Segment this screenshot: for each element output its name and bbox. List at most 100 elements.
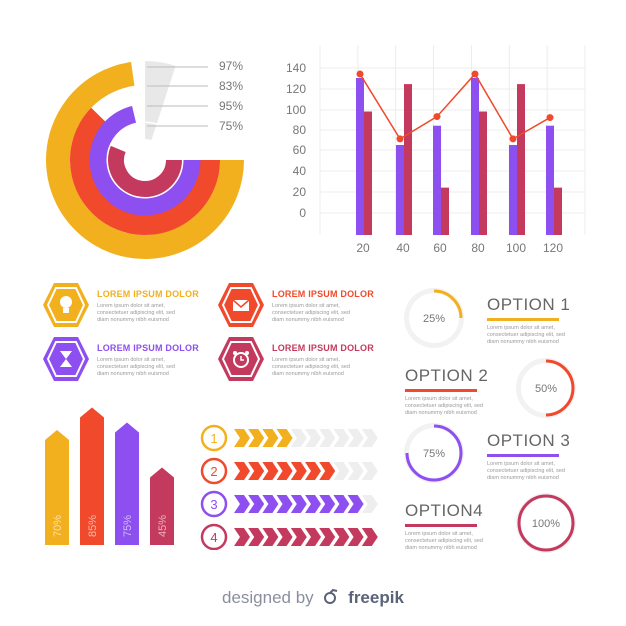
x-tick-label: 60 [433,241,447,255]
y-tick-label: 20 [293,185,307,199]
x-tick-label: 40 [396,241,410,255]
step-1-chevron-4 [276,429,293,447]
arrow-bar-label: 45% [157,515,169,537]
option-4-ring-inner [521,498,571,548]
hex-item-body: Lorem ipsum dolor sit amet, consectetuer … [272,357,350,378]
option-3-block: OPTION 3 Lorem ipsum dolor sit amet, con… [487,431,570,482]
hourglass-icon [60,351,72,367]
step-1-chevron-10 [361,429,378,447]
radial-arc-4 [108,145,182,197]
step-1-chevron-8 [333,429,350,447]
hex-badge [218,283,264,327]
step-4-chevron-2 [248,528,265,546]
radial-label-4: 75% [219,119,244,133]
y-tick-label: 60 [293,143,307,157]
hex-badge [43,337,89,381]
line-point-40 [396,135,404,143]
bar-line-chart: 140 120 100 80 60 40 20 0 20 40 60 80 100 120 [286,45,586,255]
hex-item-line-2: consectetuer adipiscing elit, sed [97,364,175,370]
option-1-line-1: Lorem ipsum dolor sit amet, [487,325,555,331]
alarm-clock-icon [233,351,249,368]
step-1-chevron-5 [290,429,307,447]
option-1-title: OPTION 1 [487,295,571,314]
radial-track-2 [144,85,169,108]
step-3-chevron-3 [262,495,279,513]
hex-badge [218,337,264,381]
radial-chart [46,61,244,259]
bar-series1-100 [509,144,517,235]
line-point-80 [471,70,479,78]
step-1-chevron-9 [347,429,364,447]
step-3-chevron-6 [305,495,321,513]
option-1-ring-inner [409,293,459,343]
option-1-underline [487,318,559,321]
y-tick-label: 40 [293,164,307,178]
line-point-100 [509,135,517,143]
option-2-line-3: diam nonummy nibh euismod [405,410,477,416]
arrow-bar-4 [150,467,174,545]
step-1-chevron-2 [248,429,265,447]
y-tick-label: 120 [286,82,306,96]
radial-track-4 [144,123,157,141]
x-tick-label: 120 [543,241,563,255]
radial-label-1: 97% [219,59,244,73]
bar-series2-40 [404,84,412,235]
step-2-chevron-2 [248,462,265,480]
hex-badge [43,283,89,327]
option-2-ring-inner [521,363,571,413]
hex-item-line-1: Lorem ipsum dolor sit amet, [97,357,165,363]
arrow-bar-label: 85% [87,515,99,537]
option-1-ring-arc [433,289,463,319]
arrow-bar-label: 75% [122,515,134,537]
freepik-logo-icon [324,588,338,604]
option-1-line-3: diam nonummy nibh euismod [487,339,559,345]
line-point-20 [356,70,364,78]
step-3-chevron-5 [290,495,307,513]
y-tick-label: 140 [286,61,306,75]
chart-line [356,70,554,143]
arrow-bar-3 [115,422,139,545]
hex-item-line-3: diam nonummy nibh euismod [272,317,344,323]
hex-item-body: Lorem ipsum dolor sit amet, consectetuer … [97,303,175,324]
option-3-line-3: diam nonummy nibh euismod [487,475,559,481]
step-1-circle [200,424,228,452]
option-4-underline [405,524,477,527]
option-3-ring-inner [409,428,459,478]
radial-track-1 [144,61,176,89]
hex-item-line-2: consectetuer adipiscing elit, sed [272,310,350,316]
arrow-bar-chart: 70% 85% 75% 45% [45,407,174,545]
step-4-chevron-6 [305,528,321,546]
line-point-120 [546,114,554,122]
step-4-chevron-7 [319,528,336,546]
hex-item-line-1: Lorem ipsum dolor sit amet, [272,303,340,309]
hex-item-line-3: diam nonummy nibh euismod [97,317,169,323]
step-number: 1 [210,431,217,446]
step-3-chevron-1 [234,495,250,513]
radial-leaders [147,66,208,127]
hex-item-line-1: Lorem ipsum dolor sit amet, [272,357,340,363]
radial-label-2: 83% [219,79,244,93]
option-rings: 25% 50% 75% 100% [404,288,576,553]
step-3-chevron-2 [248,495,265,513]
hex-item-heading: LOREM IPSUM DOLOR [97,343,199,353]
radial-label-3: 95% [219,99,244,113]
step-3-chevron-8 [333,495,350,513]
bar-series2-80 [479,111,487,235]
step-number: 4 [210,530,217,545]
step-2-chevron-1 [234,462,250,480]
option-rings-group: 25% 50% 75% 100% [404,288,576,553]
step-2-chevron-3 [262,462,279,480]
step-1-chevron-3 [262,429,279,447]
option-2-line-1: Lorem ipsum dolor sit amet, [405,396,473,402]
bar-series2-120 [554,187,562,235]
step-2-chevron-9 [347,462,364,480]
hex-item-line-3: diam nonummy nibh euismod [97,371,169,377]
step-2-chevron-7 [319,462,336,480]
footer-brand: freepik [348,588,404,607]
step-progress: 1 2 3 4 [200,424,378,550]
option-2-line-2: consectetuer adipiscing elit, sed [405,403,483,409]
bar-series1-80 [471,78,479,235]
line-point-60 [433,113,441,121]
lightbulb-icon [60,296,72,313]
option-3-underline [487,454,559,457]
